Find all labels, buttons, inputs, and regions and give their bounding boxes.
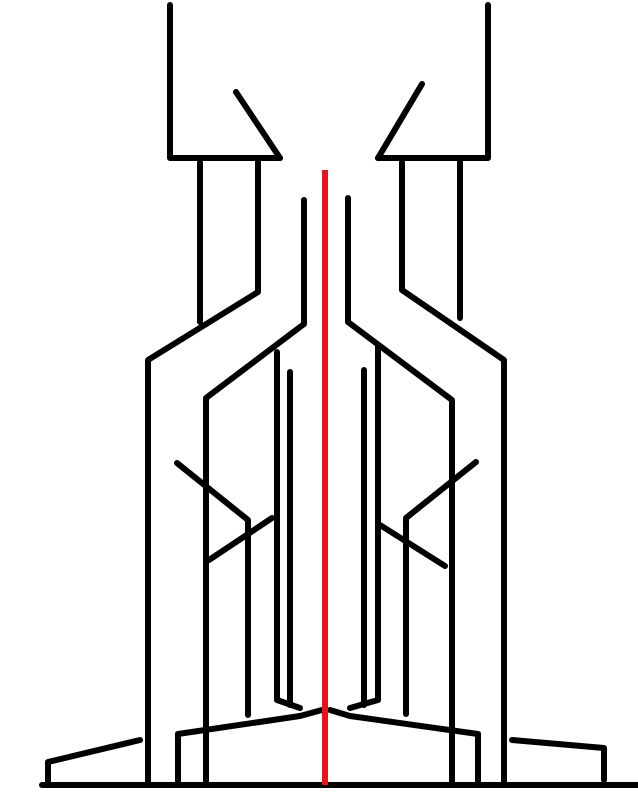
left-base-slope [175, 707, 325, 785]
right-outer-arm [403, 459, 479, 717]
left-half [45, 2, 325, 785]
right-half [327, 2, 607, 785]
right-inner-rail-a [347, 342, 381, 711]
right-middle-branch [345, 195, 455, 785]
right-neck-inner [399, 159, 507, 785]
left-cap-diagonal [233, 89, 283, 161]
left-middle-branch [203, 197, 307, 785]
left-chimney-cap [167, 2, 283, 161]
right-chimney-cap [375, 2, 491, 161]
left-foot-rim [45, 737, 143, 785]
right-inner-arm [377, 522, 448, 569]
left-inner-arm [206, 515, 275, 563]
right-foot-rim [509, 737, 607, 783]
left-neck-inner [145, 157, 261, 785]
right-cap-diagonal [375, 81, 425, 161]
right-base-slope [327, 707, 481, 785]
left-outer-arm [174, 460, 251, 718]
